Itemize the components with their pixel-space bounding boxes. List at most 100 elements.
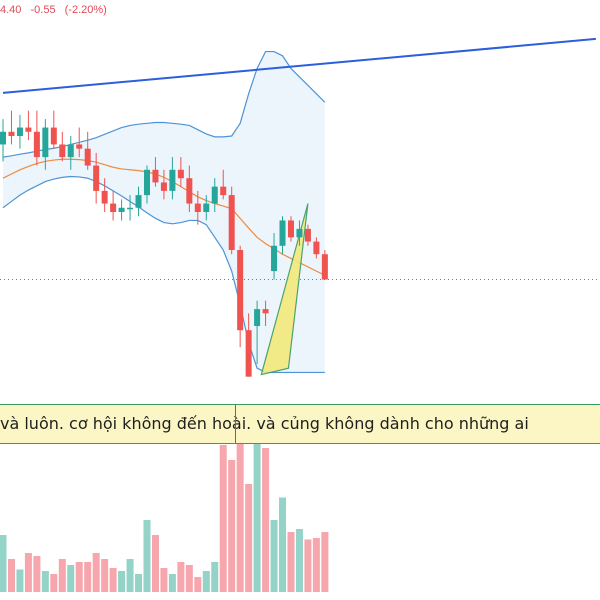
candle-body <box>135 195 142 208</box>
candle <box>33 110 40 166</box>
candle <box>186 165 193 212</box>
candle-body <box>16 127 23 136</box>
volume-bar <box>143 520 151 592</box>
volume-bar <box>304 539 312 592</box>
text-callout[interactable]: và luôn. cơ hội không đến hoài. và củng … <box>0 404 600 444</box>
callout-text: và luôn. cơ hội không đến hoài. và củng … <box>0 414 529 433</box>
candle <box>152 157 159 187</box>
candle <box>313 237 320 259</box>
volume-bar <box>33 556 41 592</box>
volume-bar <box>84 562 92 592</box>
candle <box>93 152 100 204</box>
candle <box>245 313 252 377</box>
candles <box>0 110 328 377</box>
candle-body <box>237 250 244 331</box>
volume-bar <box>185 565 193 592</box>
candle <box>296 220 303 246</box>
price-change-percent: (-2.20%) <box>64 4 107 16</box>
candle <box>203 195 210 221</box>
candle-body <box>84 148 91 166</box>
candle-body <box>76 144 83 149</box>
candle-body <box>25 127 32 132</box>
volume-bar <box>7 559 15 592</box>
volume-bar <box>16 569 24 592</box>
candle <box>67 136 74 170</box>
volume-bar <box>118 571 126 592</box>
candle-body <box>169 169 176 191</box>
candle-body <box>101 190 108 204</box>
candle <box>321 250 328 280</box>
highlight-triangle[interactable] <box>260 203 309 376</box>
volume-bar <box>58 559 66 592</box>
candle-body <box>8 131 15 136</box>
candle <box>220 169 227 200</box>
candle-body <box>177 169 184 179</box>
volume-bar <box>50 574 58 592</box>
last-price: 4.40 <box>0 4 22 16</box>
candle <box>254 300 261 364</box>
volume-bar <box>160 568 168 592</box>
candle-body <box>228 195 235 250</box>
volume-bar <box>321 532 329 592</box>
candle-body <box>67 144 74 158</box>
candle <box>271 233 278 280</box>
volume-bar <box>41 571 49 592</box>
volume-bar <box>253 434 261 592</box>
crosshair-cursor <box>235 405 236 443</box>
candle-body <box>262 309 269 314</box>
candle <box>127 195 134 221</box>
candle <box>279 216 286 255</box>
price-header: 4.40 -0.55 (-2.20%) <box>0 4 113 16</box>
candle <box>169 157 176 200</box>
candle-body <box>271 245 278 272</box>
volume-bar <box>75 562 83 592</box>
candle-body <box>296 228 303 238</box>
volume-bar <box>312 538 320 592</box>
volume-bar <box>67 565 75 592</box>
volume-bar <box>92 553 100 592</box>
bollinger-fill <box>3 51 325 373</box>
candle <box>237 245 244 348</box>
candle <box>101 178 108 212</box>
volume-bar <box>228 460 236 592</box>
volume-bar <box>24 553 32 592</box>
candle-body <box>143 169 150 196</box>
candle-body <box>93 165 100 191</box>
volume-bar <box>279 497 287 592</box>
bollinger-upper-line <box>2 50 326 158</box>
candle-body <box>304 228 311 242</box>
volume-bar <box>287 532 295 592</box>
volume-bar <box>126 559 134 592</box>
volume-bar <box>295 529 303 592</box>
candle-body <box>287 220 294 238</box>
candle <box>59 131 66 162</box>
candle-body <box>160 182 167 191</box>
candle <box>211 178 218 212</box>
candle-body <box>118 207 125 212</box>
volume-bars <box>0 434 329 592</box>
price-change: -0.55 <box>30 4 56 16</box>
candle-body <box>59 144 66 158</box>
candle-body <box>211 186 218 204</box>
volume-bar <box>270 520 278 592</box>
candle <box>143 165 150 204</box>
volume-bar <box>109 568 117 592</box>
volume-bar <box>168 574 176 592</box>
candle <box>42 119 49 170</box>
candle-body <box>186 178 193 204</box>
candle <box>25 110 32 141</box>
candle-body <box>254 309 261 326</box>
volume-bar <box>101 559 109 592</box>
volume-bar <box>151 535 159 592</box>
volume-bar <box>202 571 210 592</box>
candle <box>228 186 235 255</box>
volume-bar <box>211 562 219 592</box>
candle-body <box>321 254 328 280</box>
candle <box>304 224 311 246</box>
trendline[interactable] <box>2 37 596 94</box>
volume-bar <box>194 577 202 592</box>
candle-body <box>0 131 6 145</box>
volume-bar <box>262 448 270 592</box>
candle <box>50 110 57 149</box>
